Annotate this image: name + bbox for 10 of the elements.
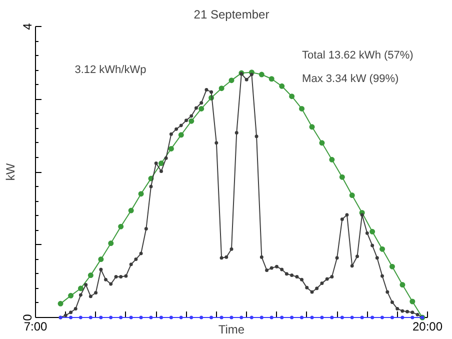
x-tick-label: 20:00 (412, 320, 443, 334)
annotation: Total 13.62 kWh (57%) (302, 50, 414, 62)
x-tick-label: 7:00 (24, 320, 48, 334)
annotation: Max 3.34 kW (99%) (302, 72, 399, 85)
y-tick-label: 0 (20, 314, 34, 321)
chart-title: 21 September (194, 8, 270, 22)
y-axis-title: kW (4, 162, 18, 181)
annotation: 3.12 kWh/kWp (74, 64, 146, 76)
x-axis-title: Time (218, 322, 245, 336)
y-tick-label: 4 (20, 22, 34, 30)
